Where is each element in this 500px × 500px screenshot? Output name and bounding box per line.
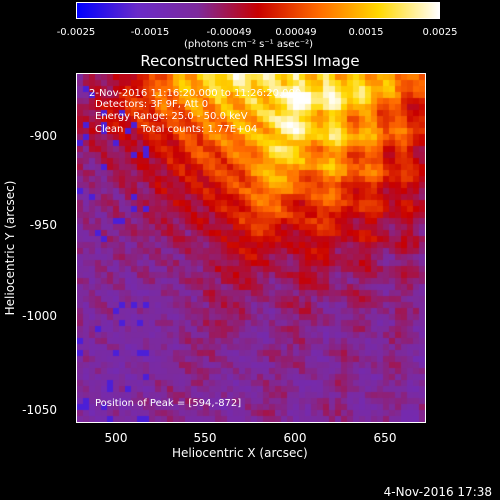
- annotation-time: 2-Nov-2016 11:16:20.000 to 11:26:20.000: [89, 88, 302, 99]
- x-tick-label: 600: [283, 431, 307, 445]
- y-tick-label: -1050: [22, 403, 57, 417]
- annotation-energy: Energy Range: 25.0 - 50.0 keV: [95, 111, 248, 122]
- y-tick-label: -1000: [22, 309, 57, 323]
- colorbar-tick: 0.0015: [348, 27, 384, 38]
- x-axis-label: Heliocentric X (arcsec): [172, 446, 308, 460]
- y-axis-label: Heliocentric Y (arcsec): [3, 180, 17, 316]
- colorbar-tick: -0.0025: [56, 27, 96, 38]
- colorbar: [76, 2, 440, 19]
- colorbar-units: (photons cm⁻² s⁻¹ asec⁻²): [184, 39, 314, 50]
- colorbar-tick: 0.0025: [422, 27, 458, 38]
- annotation-detectors: Detectors: 3F 9F, Att 0: [95, 99, 209, 110]
- chart-title: Reconstructed RHESSI Image: [140, 52, 360, 70]
- x-tick-label: 550: [193, 431, 217, 445]
- y-tick-label: -950: [29, 218, 57, 232]
- colorbar-tick: 0.00049: [275, 27, 317, 38]
- annotation-counts: Total counts: 1.77E+04: [141, 124, 258, 135]
- plot-area: 2-Nov-2016 11:16:20.000 to 11:26:20.000 …: [76, 73, 426, 423]
- x-tick-label: 500: [104, 431, 128, 445]
- colorbar-tick: -0.0015: [130, 27, 170, 38]
- x-tick-label: 650: [373, 431, 397, 445]
- annotation-method: Clean: [95, 124, 124, 135]
- heatmap-image: [77, 74, 425, 422]
- timestamp: 4-Nov-2016 17:38: [383, 485, 492, 499]
- y-tick-label: -900: [29, 129, 57, 143]
- annotation-peak: Position of Peak = [594,-872]: [95, 398, 242, 409]
- colorbar-tick: -0.00049: [206, 27, 252, 38]
